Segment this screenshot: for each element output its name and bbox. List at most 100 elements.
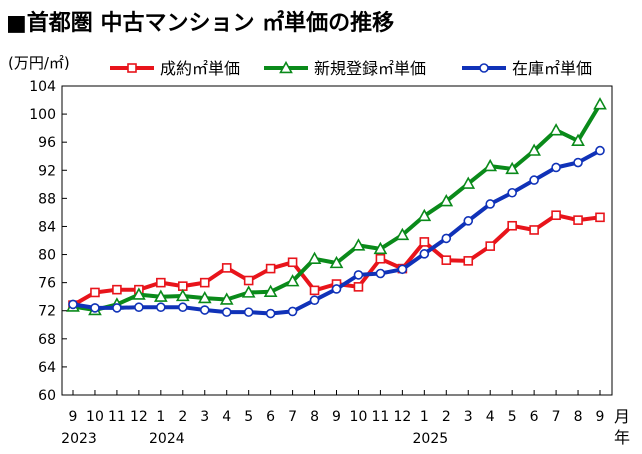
x-tick-label: 2: [442, 409, 451, 425]
y-tick-label: 68: [38, 332, 56, 348]
data-point: [395, 227, 410, 241]
data-point: [463, 216, 474, 226]
data-point: [353, 270, 364, 280]
data-point: [485, 199, 496, 209]
data-point: [197, 290, 212, 304]
series-line: [72, 103, 602, 312]
data-point: [417, 208, 432, 222]
data-point: [527, 143, 541, 156]
x-tick-label: 12: [130, 409, 148, 425]
x-tick-label: 4: [222, 409, 231, 425]
data-point: [593, 97, 607, 110]
series-3: [68, 145, 605, 319]
x-tick-label: 7: [288, 409, 297, 425]
data-point: [175, 288, 190, 302]
plot-area: [61, 85, 613, 396]
data-point: [439, 194, 454, 207]
data-point: [375, 268, 386, 279]
legend-item: 在庫㎡単価: [462, 59, 592, 78]
data-point: [309, 285, 320, 296]
data-point: [529, 225, 539, 235]
legend-label: 新規登録㎡単価: [314, 59, 426, 78]
y-tick-label: 84: [38, 219, 56, 235]
y-tick-label: 60: [38, 388, 56, 404]
x-tick-label: 6: [266, 409, 275, 425]
data-point: [199, 277, 210, 288]
data-point: [221, 307, 232, 317]
legend-item: 新規登録㎡単価: [264, 59, 426, 78]
legend-label: 在庫㎡単価: [512, 59, 592, 78]
data-point: [285, 274, 300, 287]
data-point: [287, 306, 298, 317]
data-point: [134, 302, 144, 313]
data-point: [351, 238, 366, 251]
data-point: [331, 284, 342, 294]
x-tick-label: 5: [508, 409, 517, 425]
data-point: [441, 233, 452, 244]
data-point: [549, 123, 563, 136]
data-point: [573, 215, 583, 225]
data-point: [573, 157, 583, 168]
x-tick-label: 4: [486, 409, 495, 425]
y-axis-unit-label: (万円/㎡): [8, 54, 70, 72]
data-point: [309, 295, 320, 305]
data-point: [595, 212, 605, 223]
data-point: [156, 277, 166, 288]
data-point: [263, 284, 278, 297]
x-tick-label: 2: [178, 409, 187, 425]
data-point: [507, 220, 517, 231]
y-tick-label: 64: [38, 360, 56, 376]
x-tick-label: 9: [69, 409, 78, 425]
data-point: [483, 158, 498, 172]
x-tick-label: 10: [350, 409, 368, 425]
data-point: [461, 176, 476, 189]
y-tick-label: 80: [38, 248, 56, 264]
legend: 成約㎡単価 新規登録㎡単価 在庫㎡単価: [110, 59, 592, 78]
data-point: [307, 251, 322, 264]
x-tick-label: 12: [393, 409, 411, 425]
data-point: [132, 287, 146, 300]
data-point: [243, 307, 254, 317]
data-point: [177, 302, 188, 313]
data-point: [199, 305, 210, 315]
year-label: 2025: [413, 431, 449, 447]
y-tick-label: 76: [38, 276, 56, 292]
data-point: [507, 187, 517, 198]
year-label: 2023: [61, 431, 97, 447]
y-tick-label: 100: [29, 107, 56, 123]
y-axis: 60 64 68 72 76 80 84 88 92 96 100 104: [29, 79, 67, 404]
legend-marker: [127, 63, 137, 73]
data-point: [595, 145, 605, 156]
chart-title: ■首都圏 中古マンション ㎡単価の推移: [6, 10, 394, 36]
data-point: [571, 133, 585, 146]
data-point: [441, 255, 452, 265]
data-point: [329, 255, 344, 269]
data-point: [221, 263, 232, 273]
x-tick-label: 9: [596, 409, 605, 425]
plot-frame: [61, 85, 613, 396]
data-point: [243, 275, 254, 286]
data-point: [68, 299, 78, 310]
data-point: [375, 253, 386, 264]
y-tick-label: 88: [38, 191, 56, 207]
x-tick-label: 9: [332, 409, 341, 425]
data-point: [241, 285, 256, 298]
data-point: [373, 241, 388, 255]
x-tick-label: 1: [156, 409, 165, 425]
x-tick-label: 1: [420, 409, 429, 425]
y-tick-label: 104: [29, 79, 56, 95]
legend-marker: [479, 63, 489, 73]
data-point: [90, 303, 100, 313]
data-point: [485, 241, 496, 251]
data-point: [551, 210, 561, 221]
data-point: [551, 162, 561, 173]
x-tick-label: 3: [200, 409, 209, 425]
x-tick-label: 6: [530, 409, 539, 425]
data-point: [397, 264, 408, 275]
data-point: [90, 287, 100, 298]
y-tick-label: 72: [38, 304, 56, 320]
data-point: [353, 282, 364, 292]
data-point: [112, 284, 122, 295]
